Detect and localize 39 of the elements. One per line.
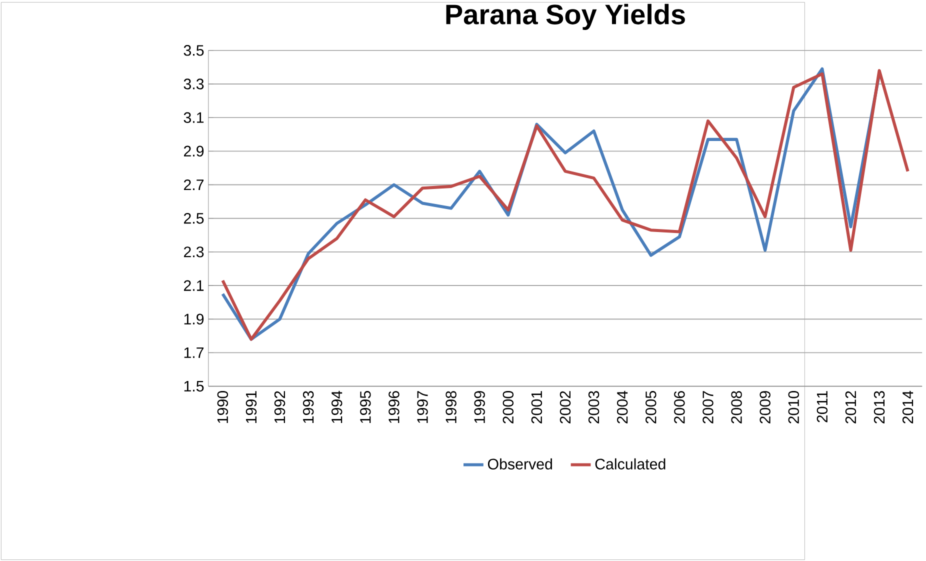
x-tick-label: 2008 xyxy=(731,391,742,424)
y-tick-label: 3.3 xyxy=(184,78,204,90)
x-tick-label: 2011 xyxy=(816,391,828,422)
y-tick-label: 1.5 xyxy=(184,381,204,392)
x-tick-label: 2004 xyxy=(616,390,628,424)
y-tick-label: 1.9 xyxy=(184,314,204,324)
x-tick-label: 2006 xyxy=(674,391,685,424)
x-tick-label: 2005 xyxy=(646,391,656,424)
y-tick-label: 1.7 xyxy=(184,348,204,358)
x-tick-label: 2007 xyxy=(702,391,714,424)
y-tick-label: 2.1 xyxy=(184,280,204,291)
x-tick-label: 1998 xyxy=(446,391,456,423)
x-tick-label: 2003 xyxy=(588,391,600,424)
x-tick-label: 1997 xyxy=(417,391,428,423)
y-tick-label: 3.5 xyxy=(184,45,204,56)
y-tick-label: 3.1 xyxy=(184,112,204,123)
y-tick-label: 2.5 xyxy=(184,213,204,224)
y-tick-label: 2.9 xyxy=(184,146,204,157)
x-tick-label: 2009 xyxy=(760,391,770,424)
x-tick-label: 2001 xyxy=(531,391,542,424)
x-tick-label: 2002 xyxy=(560,391,571,424)
x-tick-label: 2014 xyxy=(902,390,914,424)
legend-label: Calculated xyxy=(595,458,666,470)
x-tick-label: 1994 xyxy=(332,390,342,423)
x-tick-label: 2000 xyxy=(502,391,514,424)
y-tick-label: 2.7 xyxy=(184,180,204,190)
y-tick-label: 2.3 xyxy=(184,246,204,258)
x-tick-label: 2012 xyxy=(845,391,856,424)
legend-label: Observed xyxy=(488,458,552,470)
x-tick-label: 2013 xyxy=(874,391,885,424)
x-tick-label: 1993 xyxy=(302,391,314,423)
x-tick-label: 1991 xyxy=(246,391,257,423)
x-tick-label: 1992 xyxy=(274,391,286,423)
chart-title: Parana Soy Yields xyxy=(446,4,685,30)
x-tick-label: 1990 xyxy=(217,391,228,423)
x-tick-label: 1995 xyxy=(360,391,371,423)
x-tick-label: 1999 xyxy=(474,391,485,423)
x-tick-label: 2010 xyxy=(788,391,800,424)
x-tick-label: 1996 xyxy=(388,391,400,423)
